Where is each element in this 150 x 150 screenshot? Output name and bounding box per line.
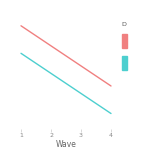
X-axis label: Wave: Wave (56, 140, 76, 148)
Bar (122, 56, 128, 70)
Bar (122, 34, 128, 48)
Text: D: D (122, 22, 126, 27)
